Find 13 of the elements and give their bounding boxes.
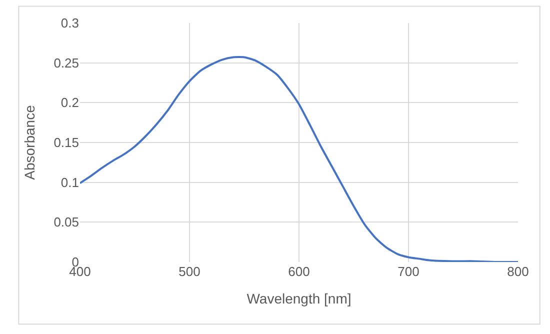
line-series xyxy=(80,56,518,262)
x-axis-title: Wavelength [nm] xyxy=(246,290,352,306)
x-tick-label: 600 xyxy=(288,264,310,279)
y-tick-label: 0.05 xyxy=(54,214,79,230)
y-tick-label: 0.1 xyxy=(60,174,79,190)
y-tick-label: 0.15 xyxy=(54,135,79,150)
y-tick-label: 0.25 xyxy=(54,55,79,70)
y-tick-label: 0.2 xyxy=(60,95,79,110)
x-tick-label: 500 xyxy=(178,264,200,279)
x-tick-label: 800 xyxy=(507,264,529,279)
y-axis-title: Absorbance xyxy=(21,104,38,180)
y-tick-label: 0.3 xyxy=(60,16,79,31)
x-tick-label: 700 xyxy=(398,264,420,279)
